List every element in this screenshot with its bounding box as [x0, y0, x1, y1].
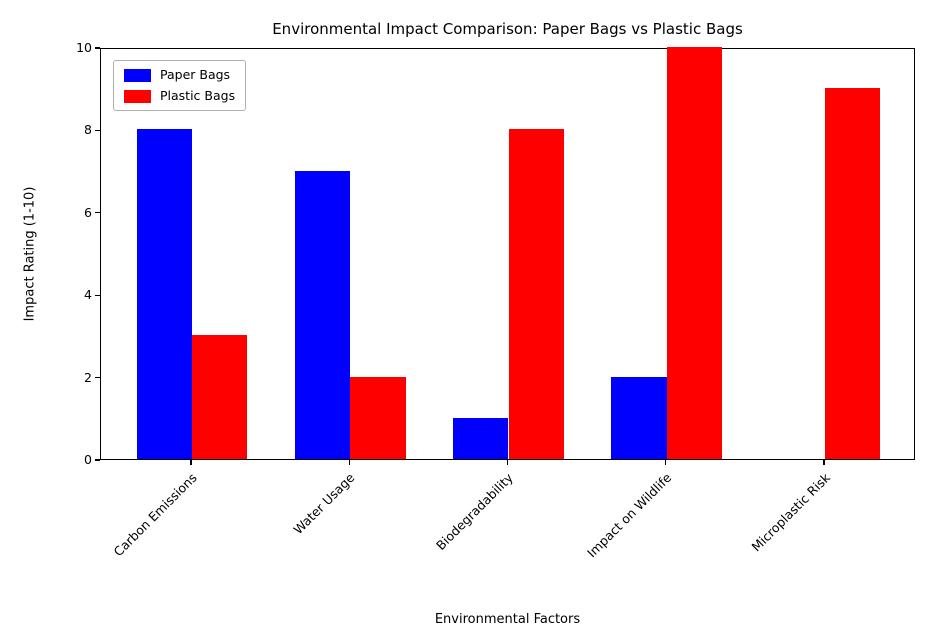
- x-tick-label-water-usage: Water Usage: [290, 470, 358, 538]
- y-tick-mark: [95, 294, 100, 296]
- bar-plastic-bags-microplastic-risk: [825, 88, 881, 459]
- y-axis-label: Impact Rating (1-10): [22, 186, 38, 322]
- x-tick-label-carbon-emissions: Carbon Emissions: [110, 470, 200, 560]
- x-tick-mark: [348, 460, 350, 465]
- y-tick-label: 6: [84, 204, 92, 220]
- bar-paper-bags-water-usage: [294, 170, 351, 459]
- bar-plastic-bags-biodegradability: [508, 129, 564, 459]
- y-tick-label: 8: [84, 122, 92, 138]
- y-tick-mark: [95, 129, 100, 131]
- bar-plastic-bags-carbon-emissions: [191, 335, 248, 459]
- x-tick-mark: [823, 460, 825, 465]
- legend-label: Plastic Bags: [160, 88, 236, 103]
- legend-swatch-plastic-bags: [124, 89, 151, 103]
- legend-swatch-paper-bags: [124, 68, 151, 82]
- x-tick-mark: [506, 460, 509, 465]
- legend-label: Paper Bags: [160, 67, 231, 82]
- bar-paper-bags-impact-on-wildlife: [611, 376, 667, 459]
- bar-plastic-bags-impact-on-wildlife: [666, 47, 723, 459]
- y-tick-label: 0: [84, 452, 92, 467]
- y-tick-mark: [95, 377, 100, 379]
- plot-area: Paper Bags Plastic Bags: [100, 47, 915, 460]
- y-tick-label: 4: [84, 287, 92, 303]
- bar-paper-bags-biodegradability: [453, 417, 509, 459]
- legend-item-plastic-bags: Plastic Bags: [124, 89, 235, 103]
- y-tick-mark: [95, 459, 100, 461]
- x-tick-label-microplastic-risk: Microplastic Risk: [748, 470, 833, 555]
- bar-paper-bags-carbon-emissions: [136, 129, 192, 459]
- x-tick-label-biodegradability: Biodegradability: [433, 470, 517, 553]
- x-tick-label-impact-on-wildlife: Impact on Wildlife: [584, 470, 675, 561]
- y-tick-label: 10: [76, 40, 92, 55]
- chart-title: Environmental Impact Comparison: Paper B…: [272, 20, 743, 38]
- x-tick-mark: [190, 460, 192, 465]
- legend-item-paper-bags: Paper Bags: [124, 68, 235, 82]
- y-tick-label: 2: [84, 369, 92, 385]
- x-tick-mark: [665, 460, 667, 465]
- legend: Paper Bags Plastic Bags: [113, 60, 247, 111]
- y-tick-mark: [95, 47, 100, 49]
- y-tick-mark: [95, 212, 100, 214]
- x-axis-label: Environmental Factors: [434, 612, 581, 627]
- bar-plastic-bags-water-usage: [350, 376, 406, 459]
